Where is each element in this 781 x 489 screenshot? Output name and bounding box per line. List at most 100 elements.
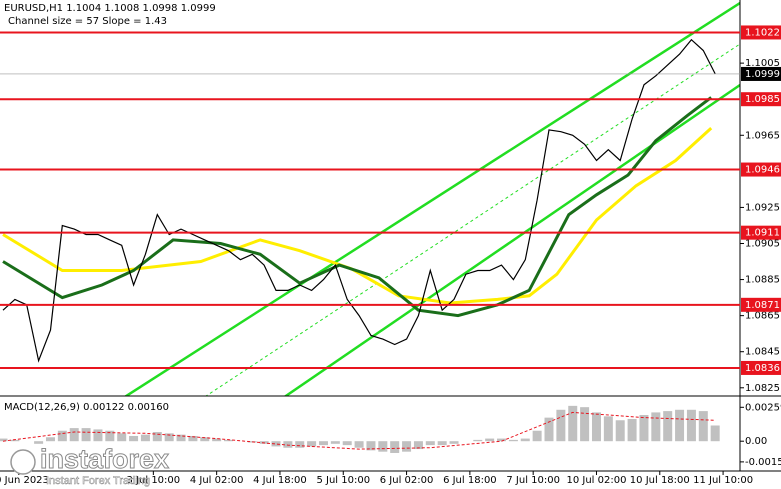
macd-bar	[81, 428, 91, 442]
x-tick-label: 11 Jul 10:00	[693, 475, 753, 486]
level-label: 1.0985	[745, 94, 780, 105]
macd-bar	[307, 441, 317, 447]
macd-bar	[164, 433, 174, 442]
macd-bar	[283, 441, 293, 448]
macd-signal	[2, 411, 716, 450]
x-tick-label: 5 Jul 10:00	[316, 475, 370, 486]
watermark-brand: instaforex	[40, 444, 169, 474]
level-label: 1.0946	[745, 165, 780, 176]
macd-bar	[271, 441, 281, 447]
macd-bar	[140, 434, 150, 442]
level-label-box	[741, 225, 781, 240]
x-tick-label: 4 Jul 02:00	[190, 475, 244, 486]
level-label-box	[741, 297, 781, 312]
macd-bar	[591, 412, 601, 442]
macd-bar	[508, 439, 518, 442]
macd-bar	[318, 441, 328, 446]
macd-bar	[568, 405, 578, 442]
macd-bar	[34, 441, 44, 444]
macd-bar	[473, 439, 483, 442]
macd-bar	[413, 441, 423, 450]
macd-y-tick-label: -0.00158	[745, 457, 781, 468]
watermark: instaforex Instant Forex Trading	[10, 444, 170, 487]
level-label: 1.0871	[745, 300, 780, 311]
price-plot	[2, 38, 716, 363]
level-label-box	[741, 162, 781, 177]
level-label-box	[741, 92, 781, 107]
channel	[123, 1, 740, 396]
macd-bar	[580, 407, 590, 442]
x-tick-label: 3 Jul 10:00	[127, 475, 181, 486]
macd-bar	[117, 433, 127, 442]
x-tick-label: 6 Jul 18:00	[443, 475, 497, 486]
macd-bar	[603, 416, 613, 442]
channel-upper	[123, 1, 740, 396]
macd-bar	[449, 441, 459, 444]
macd-bar	[200, 437, 210, 442]
level-label: 1.1022	[745, 27, 780, 38]
macd-bar	[627, 418, 637, 442]
macd-bar	[615, 420, 625, 442]
macd-bar	[69, 428, 79, 442]
macd-bar	[520, 438, 530, 442]
y-tick-label: 1.0865	[745, 311, 780, 322]
watermark-tagline: Instant Forex Trading	[46, 475, 150, 487]
level-label-box	[741, 360, 781, 375]
x-tick-label: 7 Jul 10:00	[506, 475, 560, 486]
logo	[10, 449, 36, 475]
macd-bar	[129, 435, 139, 442]
chart-subtitle: Channel size = 57 Slope = 1.43	[8, 16, 167, 27]
macd-bar	[675, 409, 685, 442]
macd-bar	[663, 411, 673, 442]
macd-y-tick-label: 0.00	[745, 436, 767, 447]
y-tick-label: 1.0905	[745, 238, 780, 249]
y-tick-label: 1.0925	[745, 202, 780, 213]
macd-bar	[544, 417, 554, 442]
macd-bar	[378, 441, 388, 452]
macd-bar	[639, 415, 649, 442]
macd-bar	[188, 435, 198, 442]
x-tick-label: 10 Jul 18:00	[630, 475, 690, 486]
macd-bar	[176, 434, 186, 442]
macd-bar	[0, 438, 8, 442]
macd-bar	[10, 439, 20, 442]
macd-bar	[390, 441, 400, 453]
y-tick-label: 1.0825	[745, 383, 780, 394]
x-tick-label: 30 Jun 2023	[0, 475, 49, 486]
macd-bar	[402, 441, 412, 452]
macd-bar	[698, 411, 708, 442]
y-tick-label: 1.0885	[745, 275, 780, 286]
current-price-label: 1.0999	[745, 69, 780, 80]
macd-bar	[330, 441, 340, 444]
macd-bar	[342, 441, 352, 446]
macd-bar	[152, 432, 162, 442]
macd-bar	[485, 438, 495, 442]
macd-bar	[57, 430, 67, 442]
macd-bar	[497, 438, 507, 442]
macd-bar	[212, 438, 222, 442]
price-line	[2, 38, 716, 363]
macd-bar	[105, 430, 115, 442]
macd-bar	[366, 441, 376, 451]
level-label: 1.0836	[745, 363, 780, 374]
y-tick-label: 1.0965	[745, 130, 780, 141]
ma-slow	[2, 126, 713, 305]
macd-bar	[437, 441, 447, 446]
x-tick-label: 4 Jul 18:00	[253, 475, 307, 486]
macd-bar	[532, 430, 542, 442]
level-label-box	[741, 25, 781, 40]
macd-title: MACD(12,26,9) 0.00122 0.00160	[4, 402, 169, 413]
ma-fast	[2, 96, 713, 318]
macd-bar	[354, 441, 364, 448]
current-price-box	[741, 66, 781, 81]
macd-bar	[45, 437, 55, 442]
macd-bar	[686, 409, 696, 442]
macd-bar	[651, 412, 661, 442]
x-tick-label: 10 Jul 02:00	[566, 475, 626, 486]
macd-bar	[710, 425, 720, 442]
x-tick-label: 6 Jul 02:00	[380, 475, 434, 486]
macd-bar	[295, 441, 305, 448]
macd-bar	[556, 409, 566, 442]
